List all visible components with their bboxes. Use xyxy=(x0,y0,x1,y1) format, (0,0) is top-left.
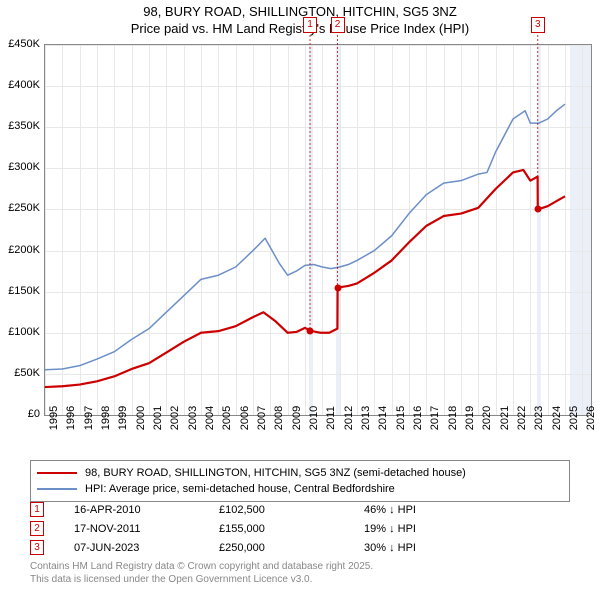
title-address: 98, BURY ROAD, SHILLINGTON, HITCHIN, SG5… xyxy=(0,4,600,21)
footer-attribution: Contains HM Land Registry data © Crown c… xyxy=(30,560,373,586)
sale-marker-icon: 2 xyxy=(30,521,44,536)
legend-swatch xyxy=(37,488,77,490)
x-axis-label: 2001 xyxy=(152,406,164,430)
sale-date: 07-JUN-2023 xyxy=(74,542,219,554)
footer-line: This data is licensed under the Open Gov… xyxy=(30,573,373,586)
sales-row: 1 16-APR-2010 £102,500 46% ↓ HPI xyxy=(30,500,570,519)
plot-area: 123 xyxy=(44,44,592,416)
y-axis-label: £200K xyxy=(0,244,40,256)
sale-date: 17-NOV-2011 xyxy=(74,523,219,535)
marker-label: 1 xyxy=(303,17,317,33)
legend-label: HPI: Average price, semi-detached house,… xyxy=(85,483,395,495)
x-axis-label: 2015 xyxy=(395,406,407,430)
sale-price: £155,000 xyxy=(219,523,364,535)
sale-delta: 46% ↓ HPI xyxy=(364,504,570,516)
x-axis-label: 2016 xyxy=(412,406,424,430)
sales-row: 3 07-JUN-2023 £250,000 30% ↓ HPI xyxy=(30,538,570,557)
chart-title: 98, BURY ROAD, SHILLINGTON, HITCHIN, SG5… xyxy=(0,0,600,42)
series-hpi xyxy=(45,104,565,370)
sales-row: 2 17-NOV-2011 £155,000 19% ↓ HPI xyxy=(30,519,570,538)
y-axis-label: £400K xyxy=(0,79,40,91)
x-axis-label: 2000 xyxy=(135,406,147,430)
x-axis-label: 2022 xyxy=(516,406,528,430)
y-axis-label: £150K xyxy=(0,285,40,297)
chart-container: 98, BURY ROAD, SHILLINGTON, HITCHIN, SG5… xyxy=(0,0,600,590)
sale-marker-icon: 3 xyxy=(30,540,44,555)
x-axis-label: 2018 xyxy=(447,406,459,430)
x-axis-label: 2013 xyxy=(360,406,372,430)
sale-price: £102,500 xyxy=(219,504,364,516)
series-price_paid xyxy=(45,170,565,387)
y-axis-label: £450K xyxy=(0,38,40,50)
legend-item-hpi: HPI: Average price, semi-detached house,… xyxy=(37,481,563,497)
x-axis-label: 2021 xyxy=(499,406,511,430)
x-axis-label: 2003 xyxy=(187,406,199,430)
legend: 98, BURY ROAD, SHILLINGTON, HITCHIN, SG5… xyxy=(30,460,570,502)
x-axis-label: 2006 xyxy=(239,406,251,430)
x-axis-label: 1995 xyxy=(48,406,60,430)
x-axis-label: 2011 xyxy=(325,406,337,430)
footer-line: Contains HM Land Registry data © Crown c… xyxy=(30,560,373,573)
marker-dot xyxy=(307,327,314,334)
x-axis-label: 2017 xyxy=(429,406,441,430)
chart-lines xyxy=(45,45,591,415)
x-axis-label: 2007 xyxy=(256,406,268,430)
x-axis-label: 2026 xyxy=(585,406,597,430)
x-axis-label: 2019 xyxy=(464,406,476,430)
y-axis-label: £250K xyxy=(0,202,40,214)
x-axis-label: 2008 xyxy=(273,406,285,430)
legend-item-price-paid: 98, BURY ROAD, SHILLINGTON, HITCHIN, SG5… xyxy=(37,465,563,481)
x-axis-label: 1997 xyxy=(83,406,95,430)
legend-label: 98, BURY ROAD, SHILLINGTON, HITCHIN, SG5… xyxy=(85,467,466,479)
x-axis-label: 2002 xyxy=(169,406,181,430)
legend-swatch xyxy=(37,472,77,474)
y-axis-label: £300K xyxy=(0,161,40,173)
x-axis-label: 2014 xyxy=(377,406,389,430)
x-axis-label: 2023 xyxy=(533,406,545,430)
x-axis-label: 2024 xyxy=(551,406,563,430)
x-axis-label: 1998 xyxy=(100,406,112,430)
y-axis-label: £100K xyxy=(0,326,40,338)
marker-dot xyxy=(334,284,341,291)
sales-table: 1 16-APR-2010 £102,500 46% ↓ HPI 2 17-NO… xyxy=(30,500,570,557)
x-axis-label: 2009 xyxy=(291,406,303,430)
sale-delta: 30% ↓ HPI xyxy=(364,542,570,554)
x-axis-label: 2004 xyxy=(204,406,216,430)
x-axis-label: 2005 xyxy=(221,406,233,430)
sale-price: £250,000 xyxy=(219,542,364,554)
x-axis-label: 1996 xyxy=(65,406,77,430)
sale-marker-icon: 1 xyxy=(30,502,44,517)
sale-delta: 19% ↓ HPI xyxy=(364,523,570,535)
x-axis-label: 2010 xyxy=(308,406,320,430)
y-axis-label: £350K xyxy=(0,120,40,132)
marker-label: 3 xyxy=(531,17,545,33)
marker-label: 2 xyxy=(331,17,345,33)
x-axis-label: 2020 xyxy=(481,406,493,430)
x-axis-label: 2025 xyxy=(568,406,580,430)
x-axis-label: 1999 xyxy=(117,406,129,430)
marker-dot xyxy=(534,206,541,213)
y-axis-label: £0 xyxy=(0,408,40,420)
title-subtitle: Price paid vs. HM Land Registry's House … xyxy=(0,21,600,38)
x-axis-label: 2012 xyxy=(343,406,355,430)
y-axis-label: £50K xyxy=(0,367,40,379)
sale-date: 16-APR-2010 xyxy=(74,504,219,516)
